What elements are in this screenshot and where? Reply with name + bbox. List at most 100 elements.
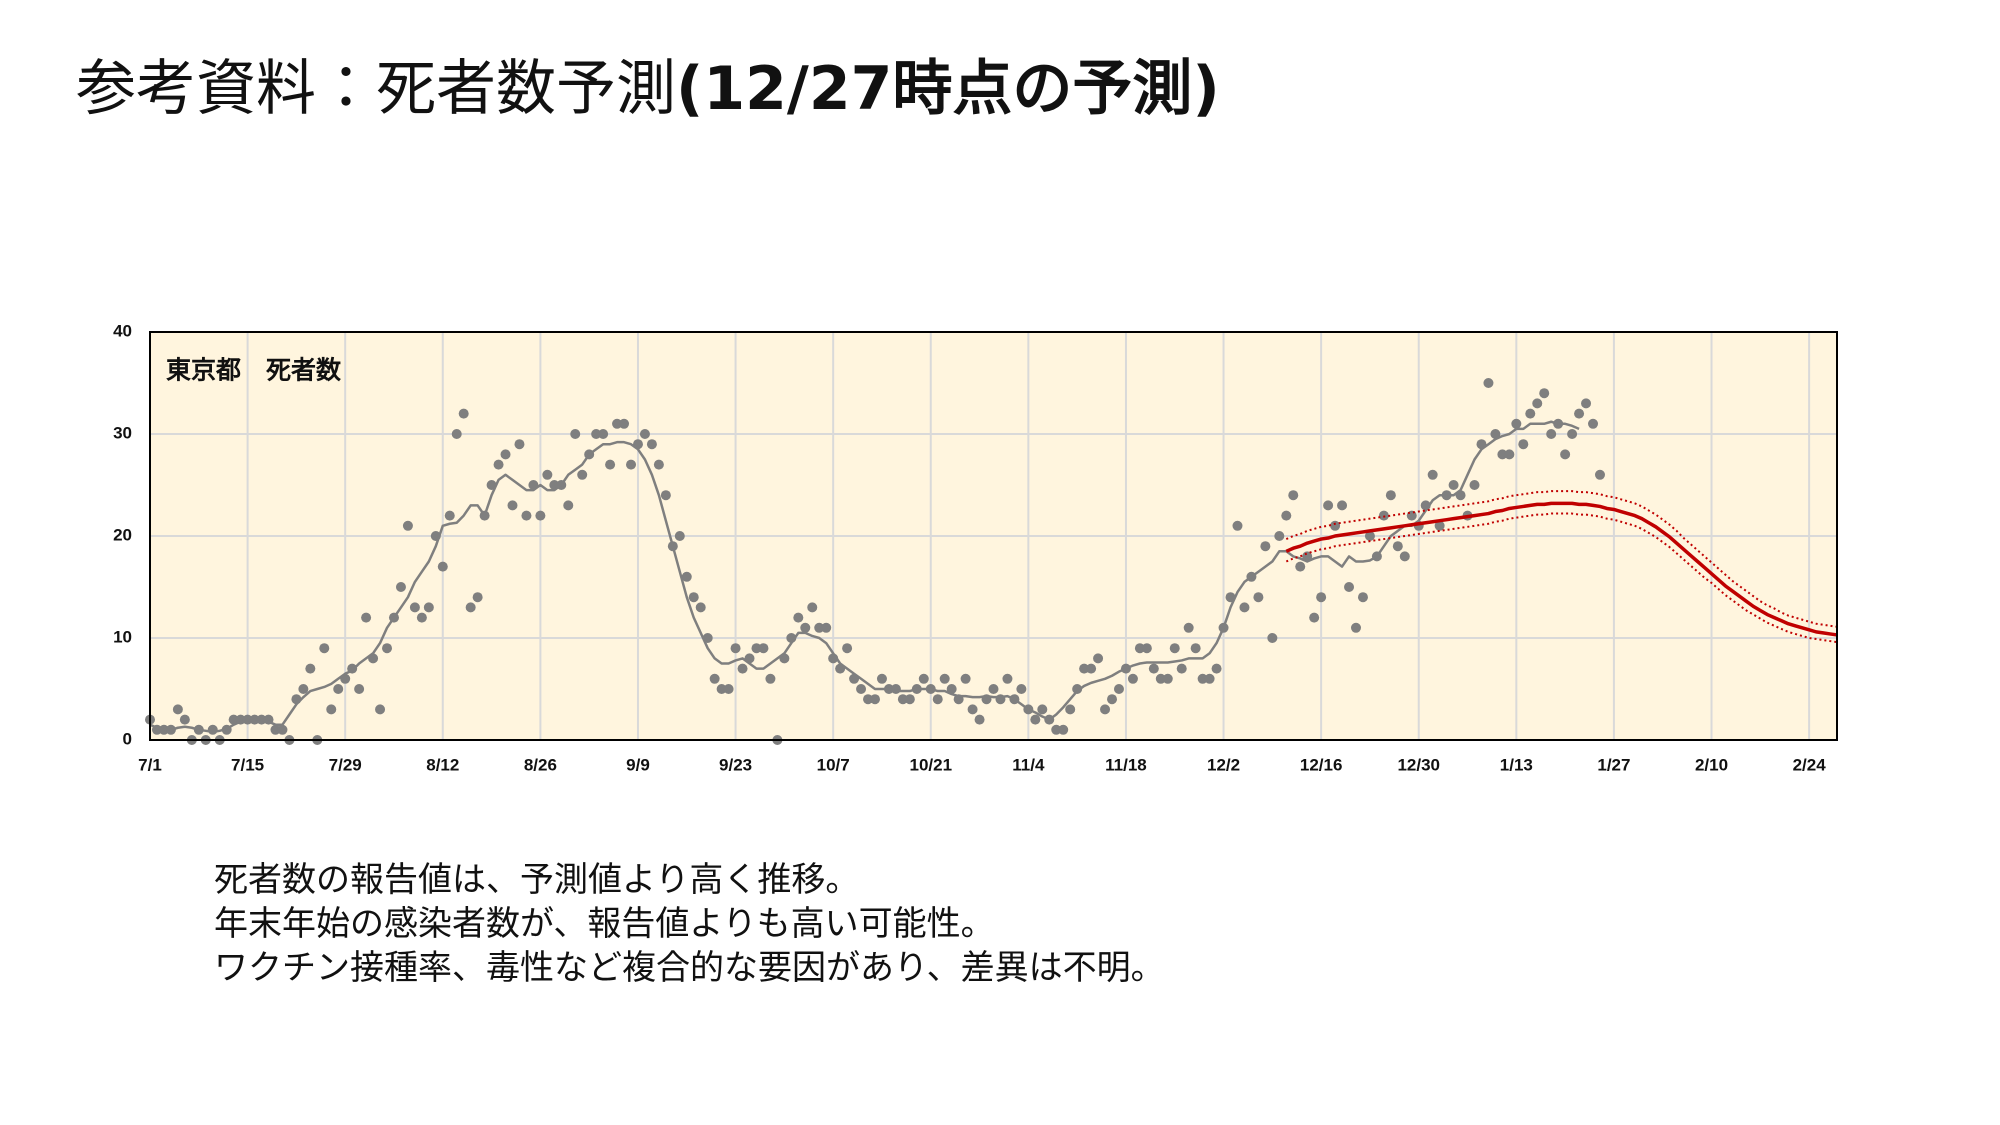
data-point	[974, 714, 985, 725]
title-text: 参考資料：死者数予測	[76, 54, 676, 124]
x-tick-label: 1/27	[1597, 755, 1630, 774]
data-point	[1344, 582, 1355, 592]
data-point	[1581, 398, 1592, 409]
data-point	[967, 704, 978, 715]
data-point	[730, 643, 741, 654]
data-point	[375, 704, 386, 715]
data-point	[1594, 469, 1605, 480]
data-point	[493, 459, 504, 470]
slide-title: 参考資料：死者数予測(12/27時点の予測)	[76, 40, 1220, 127]
data-point	[1072, 684, 1083, 694]
data-point	[807, 602, 818, 613]
data-point	[409, 602, 420, 613]
data-point	[716, 684, 727, 694]
x-tick-label: 1/13	[1500, 755, 1533, 774]
x-tick-label: 10/7	[817, 755, 850, 774]
data-point	[1427, 469, 1438, 480]
data-point	[1490, 429, 1501, 439]
data-point	[1574, 408, 1585, 419]
data-point	[897, 694, 908, 705]
y-tick-label: 0	[123, 729, 132, 748]
data-point	[1378, 510, 1389, 521]
data-point	[863, 694, 874, 705]
data-point	[1267, 633, 1278, 643]
data-point	[395, 582, 406, 592]
data-point	[1392, 541, 1403, 552]
x-tick-label: 11/4	[1012, 755, 1045, 774]
data-point	[918, 673, 929, 684]
data-point	[521, 510, 532, 521]
data-point	[172, 704, 183, 715]
x-tick-label: 7/29	[329, 755, 362, 774]
x-tick-label: 8/12	[426, 755, 459, 774]
data-point	[723, 684, 734, 694]
data-point	[1086, 663, 1097, 674]
data-point	[423, 602, 434, 613]
data-point	[660, 490, 671, 501]
data-point	[1518, 439, 1529, 450]
data-point	[758, 643, 769, 654]
data-point	[1232, 520, 1243, 531]
data-point	[1302, 551, 1313, 562]
x-tick-label: 12/2	[1207, 755, 1240, 774]
y-tick-label: 30	[113, 423, 132, 442]
data-point	[1525, 408, 1536, 419]
data-point	[800, 622, 811, 633]
y-tick-label: 40	[113, 321, 132, 340]
data-point	[737, 663, 748, 674]
title-bold-text: (12/27時点の予測)	[676, 54, 1220, 124]
data-point	[1511, 418, 1522, 429]
x-tick-label: 7/15	[231, 755, 264, 774]
data-point	[619, 418, 630, 429]
data-point	[598, 429, 609, 439]
data-point	[416, 612, 427, 623]
trend-line	[1285, 501, 1838, 637]
forecast-bound	[1285, 490, 1838, 628]
data-point	[1113, 684, 1124, 694]
data-point	[1385, 490, 1396, 501]
data-point	[563, 500, 574, 511]
x-tick-label: 12/16	[1300, 755, 1343, 774]
data-point	[1079, 663, 1090, 674]
data-point	[277, 724, 288, 735]
data-point	[1100, 704, 1111, 715]
data-point	[1281, 510, 1292, 521]
data-point	[1539, 388, 1550, 399]
data-point	[793, 612, 804, 623]
data-point	[1183, 622, 1194, 633]
data-point	[437, 561, 448, 572]
data-point	[472, 592, 483, 603]
x-tick-label: 7/1	[138, 755, 162, 774]
data-point	[270, 724, 281, 735]
data-point	[1037, 704, 1048, 715]
data-point	[932, 694, 943, 705]
data-point	[1588, 418, 1599, 429]
x-tick-label: 12/30	[1397, 755, 1440, 774]
data-point	[1211, 663, 1222, 674]
data-point	[842, 643, 853, 654]
data-point	[179, 714, 190, 725]
data-point	[1274, 531, 1285, 541]
data-point	[939, 673, 950, 684]
x-tick-label: 9/9	[626, 755, 650, 774]
x-tick-label: 2/24	[1793, 755, 1827, 774]
data-point	[1560, 449, 1571, 460]
data-point	[444, 510, 455, 521]
data-point	[688, 592, 699, 603]
data-point	[1399, 551, 1410, 562]
data-point	[814, 622, 825, 633]
data-point	[319, 643, 330, 654]
data-point	[1469, 480, 1480, 490]
data-point	[458, 408, 469, 419]
data-point	[507, 500, 518, 511]
data-point	[646, 439, 657, 450]
data-point	[765, 673, 776, 684]
data-point	[1323, 500, 1334, 511]
data-point	[1190, 643, 1201, 654]
data-point	[639, 429, 650, 439]
data-point	[988, 684, 999, 694]
data-point	[1567, 429, 1578, 439]
chart: 0 10 20 30 40 7/1 7/15 7/29 8/12 8/26 9/9 9/23 10/7 1…	[113, 321, 1838, 774]
data-point	[535, 510, 546, 521]
data-point	[1448, 480, 1459, 490]
